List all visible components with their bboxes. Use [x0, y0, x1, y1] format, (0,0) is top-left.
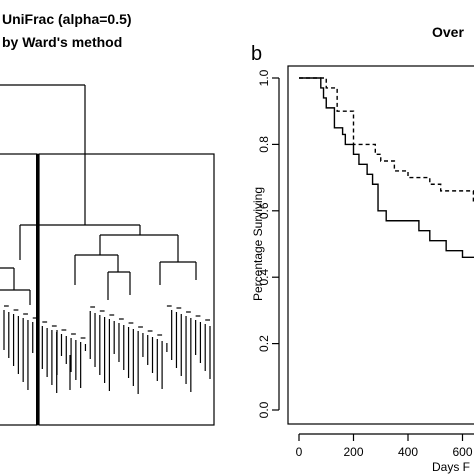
dendrogram-title-line2: by Ward's method [2, 34, 122, 50]
dendrogram-panel: UniFrac (alpha=0.5) by Ward's method [0, 11, 215, 426]
plot-frame [287, 65, 474, 425]
x-tick-label: 600 [452, 445, 472, 459]
y-tick-label: 0.4 [257, 269, 271, 286]
survival-curve-dashed [299, 77, 474, 202]
cluster-box-right [38, 153, 215, 426]
y-axis-label: Percentage Surviving [251, 187, 265, 301]
x-tick-label: 200 [343, 445, 363, 459]
x-axis-label: Days F [432, 460, 470, 474]
y-tick-label: 0.0 [257, 401, 271, 418]
y-axis: 0.0 0.2 0.4 0.6 0.8 1.0 [257, 69, 280, 418]
survival-panel: b Over Percentage Surviving Days F 0.00.… [251, 24, 474, 474]
survival-series [299, 77, 474, 258]
x-tick-label: 0 [296, 445, 303, 459]
x-axis: 0 200 400 600 [296, 433, 474, 459]
y-tick-label: 0.6 [257, 202, 271, 219]
dendrogram-title-line1: UniFrac (alpha=0.5) [2, 11, 132, 27]
panel-letter-b: b [251, 43, 262, 65]
y-tick-label: 1.0 [257, 69, 271, 86]
dendrogram-tree [0, 84, 211, 394]
y-tick-label: 0.8 [257, 136, 271, 153]
survival-curve-solid [299, 77, 474, 258]
survival-title: Over [432, 24, 464, 40]
x-tick-label: 400 [398, 445, 418, 459]
y-tick-label: 0.2 [257, 335, 271, 352]
